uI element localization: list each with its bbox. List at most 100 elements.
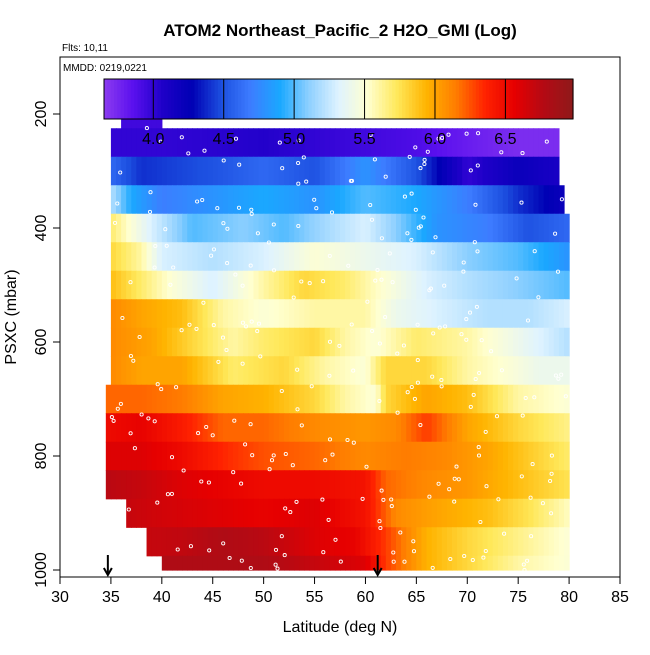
heatmap-cell — [284, 156, 290, 186]
heatmap-cell — [238, 498, 244, 528]
heatmap-cell — [533, 555, 540, 571]
heatmap-cell — [258, 213, 265, 243]
heatmap-cell — [390, 327, 397, 357]
heatmap-cell — [217, 242, 224, 272]
heatmap-cell — [487, 327, 494, 357]
sample-point — [224, 347, 229, 353]
heatmap-cell — [401, 327, 407, 357]
heatmap-cell — [431, 270, 438, 300]
sample-point — [299, 279, 304, 284]
heatmap-cell — [278, 185, 285, 215]
heatmap-cell — [334, 242, 341, 272]
heatmap-cell — [161, 242, 168, 272]
heatmap-cell — [518, 299, 524, 329]
heatmap-cell — [365, 441, 372, 471]
heatmap-cell — [553, 441, 560, 471]
heatmap-cell — [457, 555, 463, 571]
heatmap-cell — [396, 242, 402, 272]
heatmap-cell — [329, 356, 336, 386]
heatmap-cell — [289, 299, 295, 329]
colorbar-segment — [529, 79, 534, 119]
heatmap-cell — [238, 441, 244, 471]
heatmap-cell — [228, 270, 234, 300]
heatmap-cell — [121, 270, 127, 300]
heatmap-cell — [385, 413, 392, 443]
colorbar-segment — [211, 79, 216, 119]
heatmap-cell — [350, 384, 356, 414]
heatmap-cell — [161, 413, 168, 443]
heatmap-cell — [289, 527, 295, 557]
colorbar-segment — [147, 79, 152, 119]
colorbar-segment — [107, 79, 112, 119]
heatmap-cell — [416, 128, 423, 158]
heatmap-cell — [151, 156, 158, 186]
heatmap-cell — [375, 299, 382, 329]
heatmap-cell — [207, 213, 214, 243]
heatmap-cell — [411, 356, 417, 386]
heatmap-cell — [304, 242, 311, 272]
heatmap-cell — [182, 527, 188, 557]
heatmap-cell — [217, 327, 224, 357]
heatmap-cell — [548, 270, 555, 300]
heatmap-cell — [421, 156, 428, 186]
heatmap-cell — [248, 299, 255, 329]
y-axis-label: PSXC (mbar) — [3, 269, 20, 364]
heatmap-cell — [289, 327, 295, 357]
heatmap-cell — [355, 413, 361, 443]
heatmap-cell — [136, 270, 143, 300]
heatmap-cell — [518, 413, 524, 443]
heatmap-cell — [324, 270, 331, 300]
heatmap-cell — [228, 185, 234, 215]
heatmap-cell — [202, 128, 209, 158]
heatmap-cell — [457, 470, 463, 500]
heatmap-cell — [268, 128, 275, 158]
heatmap-cell — [243, 213, 249, 243]
sample-point — [540, 501, 545, 506]
heatmap-cell — [182, 270, 188, 300]
heatmap-cell — [558, 413, 565, 443]
heatmap-cell — [462, 299, 468, 329]
sample-point — [415, 380, 420, 385]
colorbar-segment — [298, 79, 303, 119]
heatmap-cell — [401, 441, 407, 471]
heatmap-cell — [518, 441, 524, 471]
heatmap-cell — [217, 270, 224, 300]
heatmap-cell — [182, 384, 188, 414]
heatmap-cell — [411, 555, 417, 571]
heatmap-cell — [248, 384, 255, 414]
heatmap-cell — [207, 270, 214, 300]
sample-point — [377, 398, 382, 404]
heatmap-cell — [166, 242, 173, 272]
heatmap-cell — [212, 299, 219, 329]
heatmap-cell — [121, 470, 127, 500]
latitude-markers — [102, 555, 383, 578]
heatmap-cell — [233, 213, 239, 243]
heatmap-cell — [360, 156, 367, 186]
heatmap-cell — [146, 384, 153, 414]
sample-point — [470, 557, 475, 563]
heatmap-cell — [161, 156, 168, 186]
heatmap-cell — [299, 128, 305, 158]
heatmap-cell — [268, 527, 275, 557]
heatmap-cell — [243, 470, 249, 500]
sample-point — [483, 548, 488, 554]
heatmap-cell — [304, 213, 311, 243]
heatmap-cell — [472, 299, 479, 329]
heatmap-cell — [482, 527, 489, 557]
heatmap-cell — [299, 527, 305, 557]
heatmap-cell — [508, 470, 514, 500]
heatmap-cell — [467, 156, 473, 186]
heatmap-cell — [452, 498, 458, 528]
heatmap-cell — [131, 441, 137, 471]
heatmap-cell — [472, 242, 479, 272]
heatmap-cell — [441, 356, 448, 386]
heatmap-cell — [370, 356, 377, 386]
heatmap-cell — [294, 384, 300, 414]
heatmap-cell — [110, 384, 117, 414]
heatmap-cell — [238, 156, 244, 186]
heatmap-cell — [523, 242, 529, 272]
heatmap-cell — [345, 327, 351, 357]
sample-point — [273, 547, 279, 552]
heatmap-cell — [207, 299, 214, 329]
heatmap-cell — [197, 128, 204, 158]
